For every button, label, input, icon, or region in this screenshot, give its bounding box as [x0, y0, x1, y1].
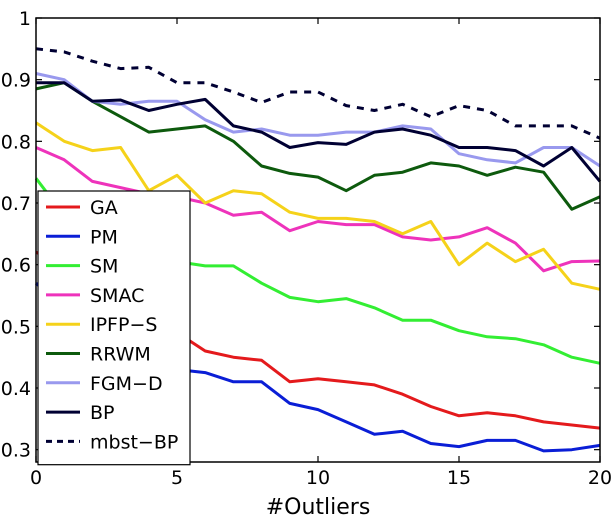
legend-label-4: IPFP−S [90, 314, 157, 336]
series-line-7 [36, 81, 602, 183]
x-axis: 0 5 10 15 20 [30, 18, 612, 489]
x-tick-label: 20 [588, 467, 612, 489]
series-line-8 [35, 47, 601, 140]
y-axis: 0.3 0.4 0.5 0.6 0.7 0.8 0.9 1 [1, 8, 600, 462]
legend-label-6: FGM−D [90, 373, 163, 395]
y-tick-label: 1 [19, 8, 31, 30]
legend-label-8: mbst−BP [90, 431, 178, 453]
y-tick-label: 0.5 [1, 316, 31, 338]
x-tick-label: 15 [447, 467, 471, 489]
legend-label-0: GA [90, 197, 118, 219]
series-line-5 [35, 81, 601, 211]
series-line-4 [35, 121, 601, 291]
x-tick-label: 5 [171, 467, 183, 489]
legend-label-7: BP [90, 402, 115, 424]
x-tick-label: 0 [30, 467, 42, 489]
y-tick-label: 0.7 [1, 193, 31, 215]
legend-label-2: SM [90, 256, 118, 278]
y-tick-label: 0.4 [1, 378, 31, 400]
y-tick-label: 0.6 [1, 255, 31, 277]
x-tick-label: 10 [306, 467, 330, 489]
legend-label-5: RRWM [90, 344, 151, 366]
y-tick-label: 0.9 [1, 70, 31, 92]
x-axis-label: #Outliers [266, 495, 371, 520]
legend-label-1: PM [90, 226, 118, 248]
legend: GA PM SM SMAC IPFP−S RRWM FGM−D BP mbst−BP [37, 190, 191, 466]
y-tick-label: 0.3 [1, 440, 31, 462]
y-tick-label: 0.8 [1, 131, 31, 153]
series-line-3 [35, 146, 601, 273]
legend-label-3: SMAC [90, 285, 144, 307]
